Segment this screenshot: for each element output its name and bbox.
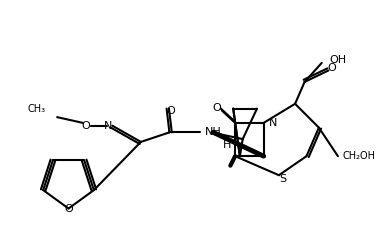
Text: O: O (213, 103, 222, 113)
Text: H: H (223, 140, 232, 150)
Text: OH: OH (329, 55, 347, 65)
Text: O: O (328, 63, 336, 73)
Text: N: N (104, 121, 113, 131)
Text: O: O (64, 204, 73, 214)
Text: CH₂OH: CH₂OH (343, 151, 376, 161)
Text: NH: NH (204, 127, 222, 137)
Text: S: S (279, 174, 286, 184)
Text: O: O (166, 106, 175, 116)
Text: N: N (268, 118, 277, 128)
Text: O: O (81, 121, 90, 131)
Text: CH₃: CH₃ (27, 104, 45, 114)
